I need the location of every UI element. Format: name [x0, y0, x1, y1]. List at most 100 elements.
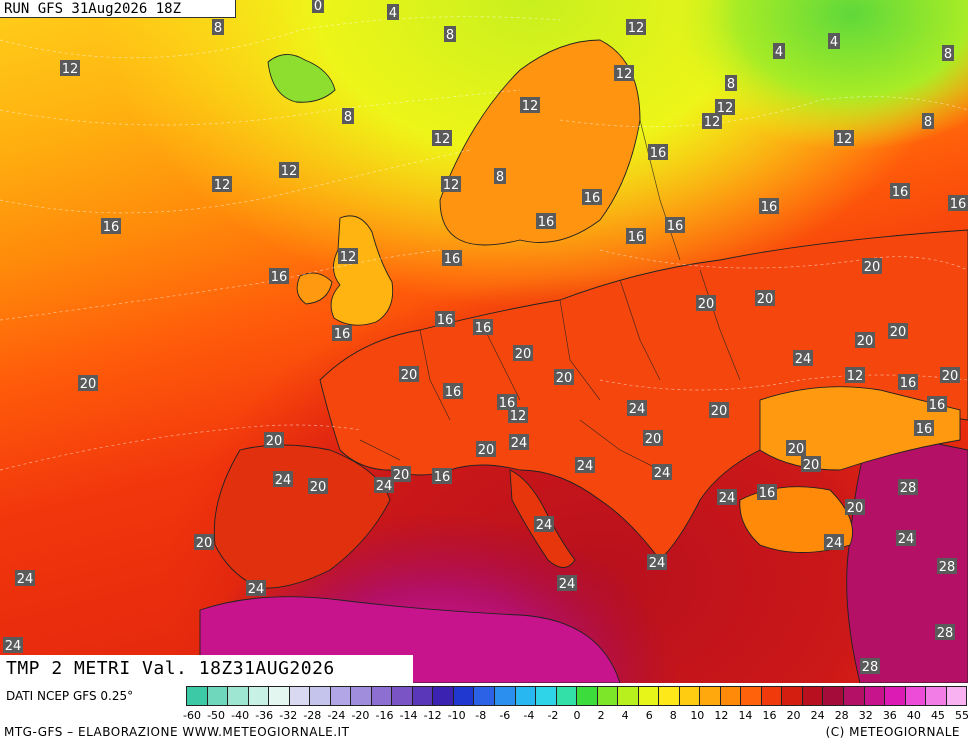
isotherm-label: 4 [773, 43, 785, 60]
isotherm-label: 16 [890, 183, 910, 200]
svg-text:28: 28 [900, 481, 917, 496]
svg-text:20: 20 [196, 536, 213, 551]
svg-text:16: 16 [271, 270, 288, 285]
isotherm-label: 20 [308, 478, 328, 495]
isotherm-label: 20 [194, 534, 214, 551]
legend-swatch [452, 686, 475, 706]
legend-swatch [411, 686, 434, 706]
svg-text:16: 16 [916, 422, 933, 437]
svg-text:16: 16 [445, 385, 462, 400]
svg-text:8: 8 [727, 77, 735, 92]
legend-swatch [473, 686, 495, 706]
svg-text:20: 20 [393, 468, 410, 483]
legend-tick-label: -2 [547, 709, 559, 722]
svg-text:16: 16 [434, 470, 451, 485]
legend-swatch [391, 686, 413, 706]
legend-swatch [576, 686, 598, 706]
svg-text:20: 20 [698, 297, 715, 312]
legend-tick-label: -50 [207, 709, 226, 722]
svg-text:24: 24 [654, 466, 671, 481]
isotherm-label: 16 [927, 396, 947, 413]
isotherm-label: 12 [614, 65, 634, 82]
svg-text:8: 8 [344, 110, 352, 125]
svg-text:24: 24 [649, 556, 666, 571]
svg-text:20: 20 [266, 434, 283, 449]
legend-swatch [760, 686, 783, 706]
svg-text:16: 16 [437, 313, 454, 328]
isotherm-label: 28 [860, 658, 880, 675]
legend-tick-label: 16 [762, 709, 777, 722]
isotherm-label: 20 [264, 432, 284, 449]
svg-text:24: 24 [248, 582, 265, 597]
legend-tick-label: -6 [499, 709, 511, 722]
isotherm-label: 16 [536, 213, 556, 230]
svg-text:4: 4 [389, 6, 397, 21]
legend-swatch [678, 686, 701, 706]
isotherm-lines [0, 16, 968, 471]
isotherm-label: 8 [342, 108, 354, 125]
isotherm-label: 16 [582, 189, 602, 206]
isotherm-label: 24 [374, 477, 394, 494]
svg-text:8: 8 [496, 170, 504, 185]
svg-text:12: 12 [522, 99, 539, 114]
legend-tick-label: 36 [882, 709, 897, 722]
isotherm-label: 20 [862, 258, 882, 275]
isotherm-label: 20 [78, 375, 98, 392]
isotherm-label: 16 [914, 420, 934, 437]
legend-tick-label: 6 [645, 709, 653, 722]
isotherm-label: 20 [940, 367, 960, 384]
isotherm-label: 16 [898, 374, 918, 391]
isotherm-label: 16 [759, 198, 779, 215]
svg-text:24: 24 [826, 536, 843, 551]
color-legend-labels: -60 -50 -40 -36 -32 -28 -24 -20 -16 -14 -12 -10 -8 -6… [183, 709, 968, 723]
legend-swatch [945, 686, 968, 706]
legend-tick-label: 28 [834, 709, 849, 722]
svg-text:16: 16 [475, 321, 492, 336]
isotherm-label: 12 [715, 99, 735, 116]
credit-left: MTG-GFS – ELABORAZIONE WWW.METEOGIORNALE… [4, 725, 350, 739]
svg-text:24: 24 [17, 572, 34, 587]
legend-swatch [247, 686, 270, 706]
legend-swatch [904, 686, 927, 706]
isotherm-label: 16 [497, 394, 517, 411]
svg-text:24: 24 [511, 436, 528, 451]
isotherm-label: 16 [442, 250, 462, 267]
isotherm-label: 24 [534, 516, 554, 533]
isotherm-label: 16 [101, 218, 121, 235]
svg-text:16: 16 [334, 327, 351, 342]
svg-text:16: 16 [950, 197, 967, 212]
isotherm-label: 24 [652, 464, 672, 481]
legend-swatch [514, 686, 537, 706]
legend-swatch [801, 686, 824, 706]
svg-text:24: 24 [898, 532, 915, 547]
svg-text:20: 20 [890, 325, 907, 340]
legend-tick-label: 55 [955, 709, 968, 722]
isotherm-label: 20 [554, 369, 574, 386]
svg-text:20: 20 [757, 292, 774, 307]
isotherm-label: 24 [627, 400, 647, 417]
legend-swatch [206, 686, 229, 706]
svg-text:16: 16 [628, 230, 645, 245]
legend-swatch [227, 686, 249, 706]
isotherm-label: 0 [312, 0, 324, 14]
isotherm-label: 16 [435, 311, 455, 328]
svg-text:20: 20 [942, 369, 959, 384]
svg-text:12: 12 [836, 132, 853, 147]
legend-tick-label: -8 [475, 709, 487, 722]
isotherm-label: 24 [896, 530, 916, 547]
legend-swatch [781, 686, 803, 706]
svg-text:12: 12 [214, 178, 231, 193]
isotherm-label: 16 [443, 383, 463, 400]
isotherm-label: 24 [557, 575, 577, 592]
svg-text:20: 20 [401, 368, 418, 383]
legend-swatch [309, 686, 331, 706]
legend-swatch [350, 686, 372, 706]
svg-text:16: 16 [103, 220, 120, 235]
run-label: RUN GFS 31Aug2026 18Z [0, 0, 236, 18]
legend-swatch [186, 686, 208, 706]
svg-text:24: 24 [577, 459, 594, 474]
isotherm-label: 12 [441, 176, 461, 193]
isotherm-label: 16 [332, 325, 352, 342]
legend-swatch [699, 686, 721, 706]
